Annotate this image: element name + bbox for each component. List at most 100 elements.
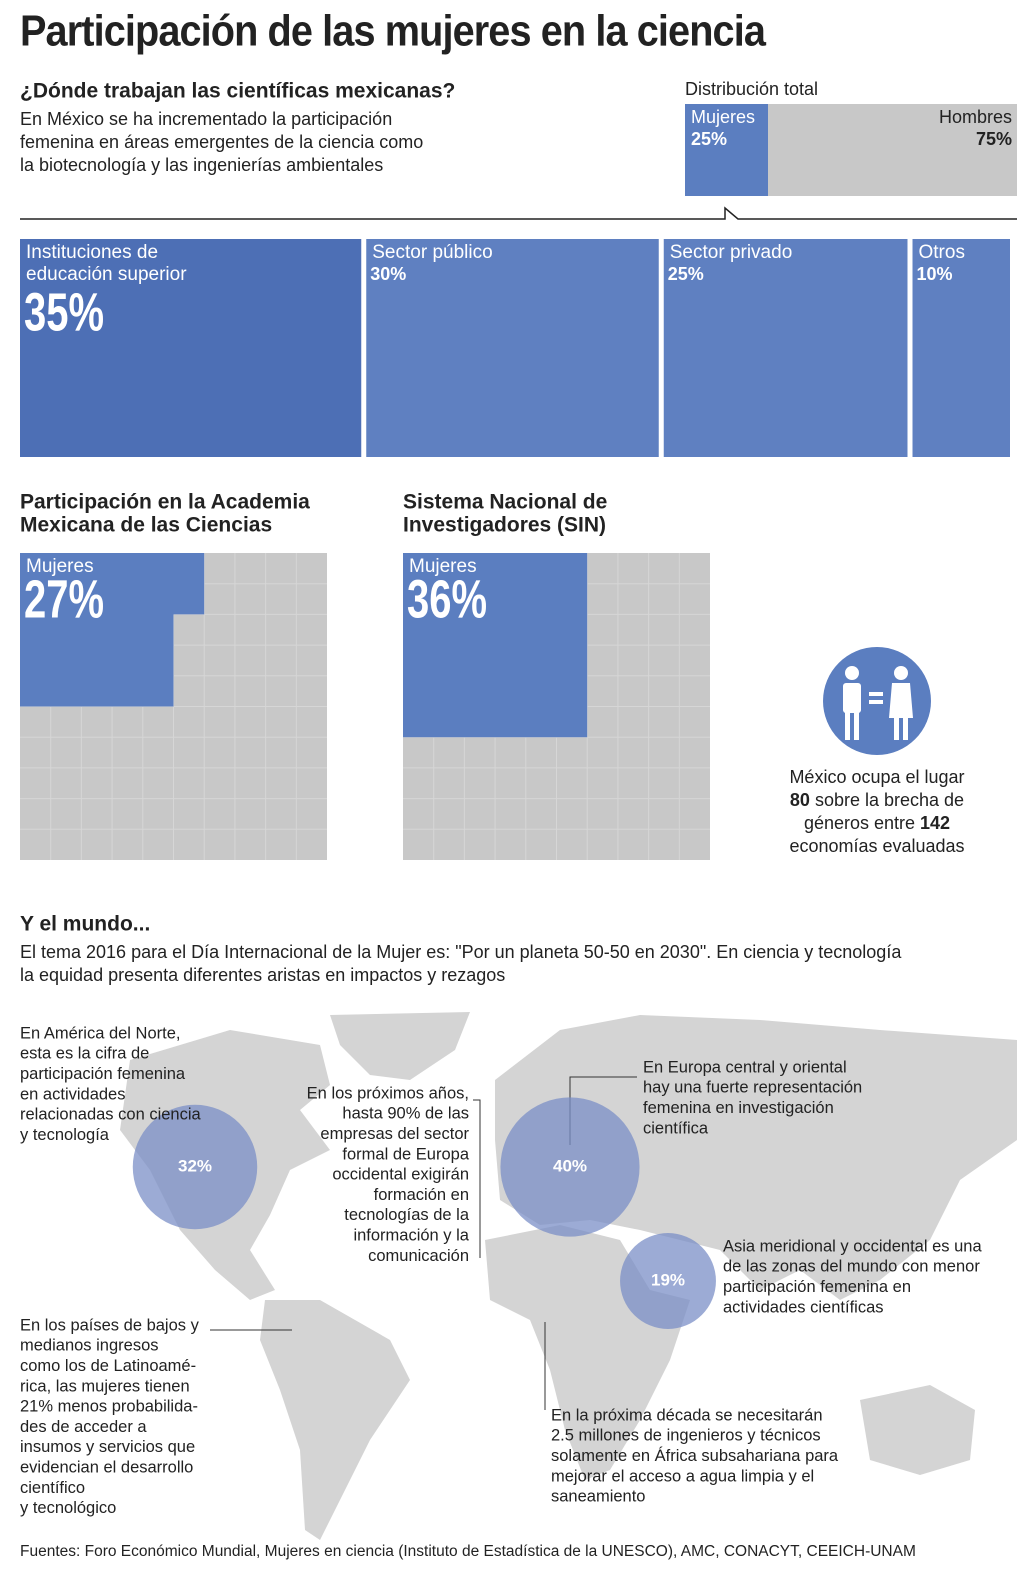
grid-label: 36% <box>407 569 487 629</box>
world-line: El tema 2016 para el Día Internacional d… <box>20 942 902 962</box>
distribution-name: Hombres <box>939 107 1012 127</box>
distribution-label: 25% <box>691 129 727 149</box>
distribution-title: Distribución total <box>685 79 818 99</box>
world-note-line: y tecnología <box>20 1126 110 1144</box>
world-note-line: participación femenina en <box>723 1278 911 1296</box>
icon-equals <box>869 692 883 696</box>
world-note-line: formación en <box>374 1186 469 1204</box>
world-note-line: actividades científicas <box>723 1298 884 1316</box>
grid-title: Participación en la Academia <box>20 491 310 514</box>
sector-name: Otros <box>919 242 965 263</box>
world-note-line: como los de Latinoamé- <box>20 1357 196 1375</box>
bubble-label: 19% <box>651 1270 685 1289</box>
world-note-line: esta es la cifra de <box>20 1045 149 1063</box>
sector-label: 25% <box>668 264 704 284</box>
ranking-total: 142 <box>920 813 950 833</box>
sources: Fuentes: Foro Económico Mundial, Mujeres… <box>20 1543 916 1560</box>
sector-block <box>366 239 659 457</box>
grid-name: Mujeres <box>409 556 477 577</box>
title: Participación de las mujeres en la cienc… <box>20 7 766 56</box>
south-america <box>260 1300 410 1540</box>
world-note-line: hasta 90% de las <box>342 1105 469 1123</box>
world-note-line: hay una fuerte representación <box>643 1079 862 1097</box>
icon-head <box>845 666 859 680</box>
sector-label: 30% <box>370 264 406 284</box>
sector-name: educación superior <box>26 264 187 285</box>
grid-label: 27% <box>24 569 104 629</box>
world-note-line: participación femenina <box>20 1065 186 1083</box>
separator <box>20 206 1017 220</box>
world-note-line: des de acceder a <box>20 1418 147 1436</box>
world-note-line: tecnologías de la <box>344 1206 470 1224</box>
grid-title: Investigadores (SIN) <box>403 514 606 537</box>
ranking-place: 80 <box>790 790 810 810</box>
equality-icon <box>823 647 931 755</box>
world-note-line: información y la <box>353 1226 469 1244</box>
sector-block <box>663 239 908 457</box>
world-note-line: En América del Norte, <box>20 1024 181 1042</box>
greenland <box>330 1012 470 1080</box>
world-note-line: de las zonas del mundo con menor <box>723 1258 980 1276</box>
grid-name: Mujeres <box>26 556 94 577</box>
world-note-line: rica, las mujeres tienen <box>20 1377 190 1395</box>
world-note-line: comunicación <box>368 1247 469 1265</box>
world-note-line: en actividades <box>20 1085 126 1103</box>
world-note-line: insumos y servicios que <box>20 1438 195 1456</box>
ranking-text: géneros entre <box>804 813 915 833</box>
intro-line: la biotecnología y las ingenierías ambie… <box>20 155 383 175</box>
icon-leg <box>903 717 908 740</box>
world-note-line: occidental exigirán <box>332 1166 469 1184</box>
distribution-segment <box>685 104 768 196</box>
world-note-line: femenina en investigación <box>643 1099 834 1117</box>
ranking-line: economías evaluadas <box>789 836 964 856</box>
world-note-line: En la próxima década se necesitarán <box>551 1406 823 1424</box>
grid-share <box>403 553 588 738</box>
world-line: la equidad presenta diferentes aristas e… <box>20 965 505 985</box>
world-bubble <box>620 1233 716 1329</box>
world-note-line: En Europa central y oriental <box>643 1058 847 1076</box>
australia <box>860 1385 975 1475</box>
sector-block <box>912 239 1010 457</box>
ranking-line: 80 sobre la brecha de <box>790 790 964 810</box>
grid-title: Mexicana de las Ciencias <box>20 514 272 537</box>
intro-line: En México se ha incrementado la particip… <box>20 109 392 129</box>
sector-label: 10% <box>917 264 953 284</box>
ranking-line: México ocupa el lugar <box>789 767 964 787</box>
intro-line: femenina en áreas emergentes de la cienc… <box>20 132 423 152</box>
world-note-line: 21% menos probabilida- <box>20 1398 198 1416</box>
world-note-line: solamente en África subsahariana para <box>551 1446 839 1465</box>
sector-name: Sector privado <box>670 242 793 263</box>
grid-share <box>20 553 205 707</box>
distribution-segment <box>768 104 1017 196</box>
world-note-line: En los países de bajos y <box>20 1316 200 1334</box>
distribution-label: 75% <box>976 129 1012 149</box>
intro-heading: ¿Dónde trabajan las científicas mexicana… <box>20 80 455 103</box>
distribution-name: Mujeres <box>691 107 755 127</box>
sector-label: 35% <box>24 282 104 342</box>
world-note-line: formal de Europa <box>342 1145 469 1163</box>
icon-leg <box>894 717 899 740</box>
world-note-line: Asia meridional y occidental es una <box>723 1237 982 1255</box>
world-bubble <box>132 1104 258 1230</box>
world-note-line: medianos ingresos <box>20 1337 159 1355</box>
world-heading: Y el mundo... <box>20 913 150 936</box>
world-note-line: y tecnológico <box>20 1499 116 1517</box>
grid-title: Sistema Nacional de <box>403 491 607 514</box>
world-note-line: relacionadas con ciencia <box>20 1106 202 1124</box>
leader-line <box>473 1099 481 1258</box>
bubble-label: 40% <box>553 1156 587 1175</box>
bubble-label: 32% <box>178 1156 212 1175</box>
eurasia <box>495 1015 1017 1300</box>
icon-dress <box>889 683 913 718</box>
world-note-line: saneamiento <box>551 1488 645 1506</box>
icon-body <box>843 683 861 713</box>
sector-name: Sector público <box>372 242 492 263</box>
ranking-text: sobre la brecha de <box>815 790 964 810</box>
world-note-line: En los próximos años, <box>307 1084 469 1102</box>
world-bubble <box>500 1097 640 1237</box>
world-note-line: científico <box>20 1479 85 1497</box>
icon-leg <box>854 712 859 740</box>
icon-leg <box>845 712 850 740</box>
